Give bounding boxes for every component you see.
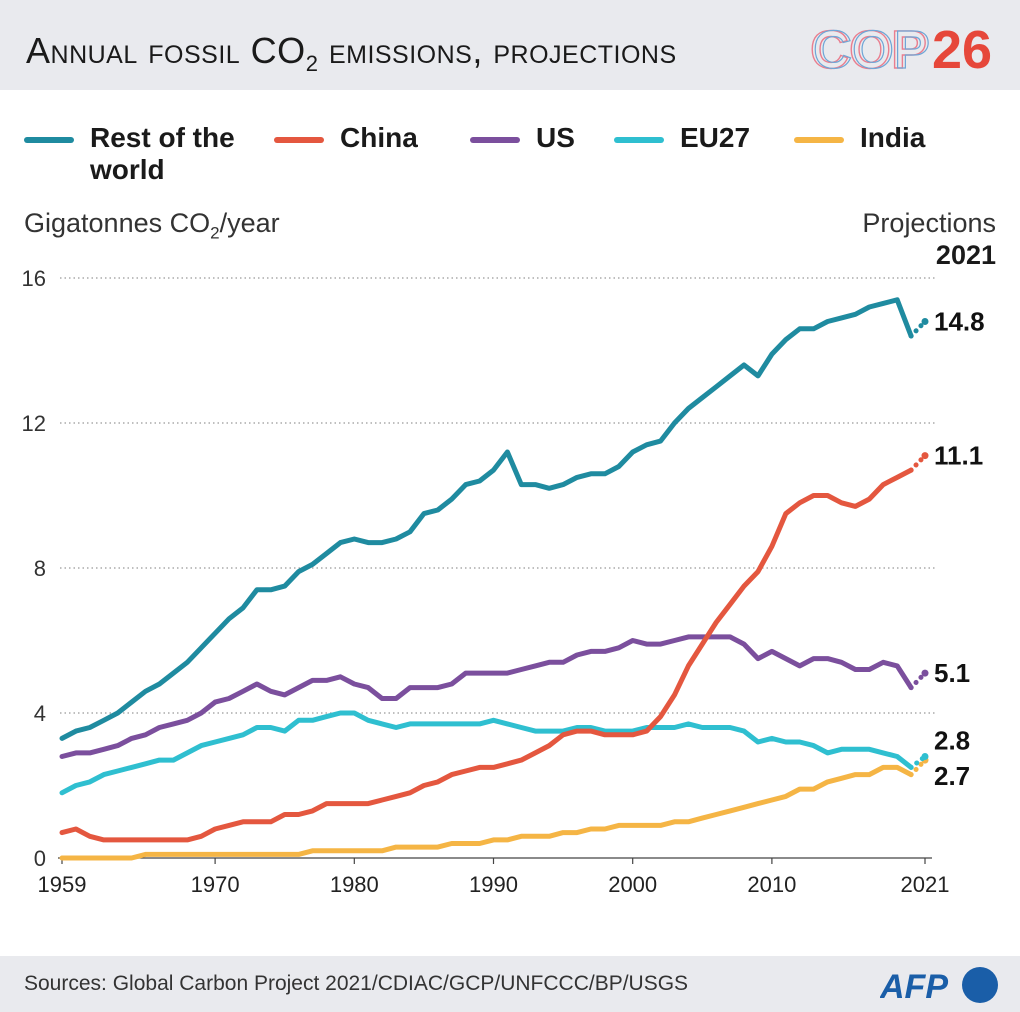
x-tick-label: 2000 xyxy=(608,872,657,897)
cop-logo-outline-text: COP xyxy=(810,20,927,76)
footer-bar: Sources: Global Carbon Project 2021/CDIA… xyxy=(0,956,1020,1012)
y-tick-label: 0 xyxy=(34,846,46,871)
series-line xyxy=(59,297,914,741)
page-title: Annual fossil CO2 emissions, projections xyxy=(26,30,677,77)
end-value-label: 2.7 xyxy=(934,761,970,791)
legend-item-rest-of-world: Rest of the world xyxy=(24,122,240,186)
series-line xyxy=(59,764,914,861)
y-tick-label: 4 xyxy=(34,701,46,726)
y-tick-label: 8 xyxy=(34,556,46,581)
unit-subscript: 2 xyxy=(210,223,220,243)
projections-label: Projections xyxy=(862,208,996,238)
y-axis-unit-label: Gigatonnes CO2/year xyxy=(24,208,280,243)
legend-label: India xyxy=(860,122,926,153)
legend-label: China xyxy=(340,122,418,153)
y-tick-label: 12 xyxy=(22,411,46,436)
cop-logo-outline-text-2: COP xyxy=(813,20,930,76)
end-value-label: 14.8 xyxy=(934,307,985,337)
chart-legend: Rest of the world China US EU27 India xyxy=(24,122,1004,192)
y-tick-label: 16 xyxy=(22,266,46,291)
afp-logo: AFP xyxy=(880,967,998,1006)
title-subscript: 2 xyxy=(305,51,319,77)
legend-swatch xyxy=(470,137,520,143)
source-text: Sources: Global Carbon Project 2021/CDIA… xyxy=(24,972,689,995)
projection-point xyxy=(921,669,929,677)
x-tick-label: 1959 xyxy=(38,872,87,897)
cop-logo-number: 26 xyxy=(932,20,992,76)
legend-swatch xyxy=(794,137,844,143)
end-value-label: 2.8 xyxy=(934,726,970,756)
afp-logo-text: AFP xyxy=(880,968,948,1006)
title-prefix: Annual fossil CO xyxy=(26,30,306,71)
legend-label: Rest of the world xyxy=(90,122,235,185)
legend-label: US xyxy=(536,122,575,153)
unit-suffix: /year xyxy=(219,208,280,238)
series-line xyxy=(59,634,914,759)
projection-point xyxy=(921,452,929,460)
legend-swatch xyxy=(24,137,74,143)
legend-item-eu27: EU27 xyxy=(614,122,830,154)
series-line xyxy=(59,467,914,843)
x-tick-label: 1980 xyxy=(330,872,379,897)
projections-year: 2021 xyxy=(935,240,996,270)
x-tick-label: 2021 xyxy=(901,872,950,897)
projection-point xyxy=(921,753,929,760)
end-value-label: 11.1 xyxy=(934,441,983,471)
legend-item-india: India xyxy=(794,122,1010,154)
afp-logo-circle xyxy=(962,967,998,1003)
end-value-label: 5.1 xyxy=(934,658,970,688)
x-tick-label: 2010 xyxy=(747,872,796,897)
legend-item-china: China xyxy=(274,122,490,154)
line-chart: 0 4 8 12 16 1959 1970 1980 1990 2000 2010 2021 2.7 2.… xyxy=(22,266,985,897)
x-tick-label: 1970 xyxy=(191,872,240,897)
legend-label: EU27 xyxy=(680,122,751,153)
series-line xyxy=(59,710,914,796)
legend-swatch xyxy=(274,137,324,143)
x-tick-label: 1990 xyxy=(469,872,518,897)
legend-item-us: US xyxy=(470,122,686,154)
title-suffix: emissions, projections xyxy=(318,30,677,71)
header-bar: Annual fossil CO2 emissions, projections… xyxy=(0,0,1020,90)
projection-point xyxy=(921,318,929,325)
legend-swatch xyxy=(614,137,664,143)
unit-prefix: Gigatonnes CO xyxy=(24,208,211,238)
cop26-logo: COP COP 26 xyxy=(809,19,992,76)
